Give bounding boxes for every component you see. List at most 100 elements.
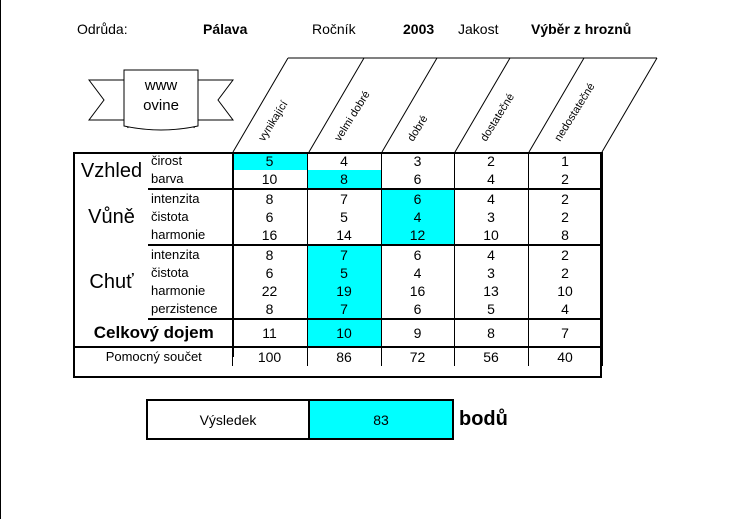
score-cell: 7 [527,319,603,348]
score-cell: 4 [380,264,455,282]
score-cell: 2 [527,170,603,190]
table-row: Vzhled čirost 5 4 3 2 1 [73,152,603,181]
score-cell: 14 [306,226,382,246]
helper-label: Pomocný součet [105,349,202,364]
score-cell: 6 [380,245,455,264]
row-label: intenzita [151,247,200,262]
year-value: 2003 [403,21,435,37]
logo-line1: www [144,77,178,94]
window-left-border [0,0,1,519]
score-cell: 9 [380,319,455,348]
helper-cell: 40 [527,347,603,366]
table-row: perzistence 8 7 6 5 4 [73,300,603,320]
score-cell: 19 [306,282,382,300]
score-cell: 3 [453,208,529,226]
score-cell: 22 [231,282,308,300]
score-cell: 4 [453,189,529,208]
table-row: čistota 6 5 4 3 2 [73,208,603,226]
score-cell: 8 [527,226,603,246]
logo-line2: ovine [143,97,179,114]
score-cell: 5 [231,152,308,170]
score-cell: 6 [380,170,455,190]
group-label: Vůně [88,206,135,228]
helper-cell: 86 [306,347,382,366]
table-row: Vůně intenzita 8 7 6 4 2 [73,189,603,227]
score-cell: 2 [527,189,603,208]
score-cell: 2 [527,245,603,264]
variety-value: Pálava [203,21,248,37]
helper-row: Pomocný součet 100 86 72 56 40 [73,347,603,366]
column-headers: vynikající velmi dobré dobré dostatečné … [232,57,658,152]
score-cell: 7 [306,245,382,264]
score-cell: 4 [453,170,529,190]
table-row: čistota 6 5 4 3 2 [73,264,603,282]
row-label: čistota [151,209,189,224]
overall-row: Celkový dojem 11 10 9 8 7 [73,319,603,348]
row-label: čirost [151,153,183,168]
helper-cell: 56 [453,347,529,366]
score-cell: 8 [453,319,529,348]
row-label: harmonie [151,283,206,298]
column-header-dobre: dobré [405,113,430,143]
score-cell: 4 [527,300,603,320]
score-cell: 10 [527,282,603,300]
result-box: Výsledek 83 [146,399,454,440]
score-cell: 5 [306,208,382,226]
column-header-nedostatecne: nedostatečné [552,81,597,143]
score-cell: 11 [231,319,308,348]
label-divider [232,152,234,357]
overall-label: Celkový dojem [73,319,232,348]
score-cell: 10 [306,319,382,348]
score-cell: 16 [231,226,308,246]
quality-label: Jakost [458,21,499,37]
score-cell: 8 [231,245,308,264]
score-cell: 6 [231,208,308,226]
row-label: perzistence [148,300,232,320]
score-cell: 16 [380,282,455,300]
column-header-dostatecne: dostatečné [478,92,517,144]
www-ovine-logo: www ovine [88,69,234,131]
table-row: harmonie 22 19 16 13 10 [73,282,603,300]
year-label: Ročník [312,21,356,37]
row-label: čistota [151,265,189,280]
score-cell: 2 [527,208,603,226]
score-cell: 8 [231,300,308,320]
score-table: Vzhled čirost 5 4 3 2 1 barva 10 8 6 4 2 Vůně intenzit… [73,152,603,366]
score-cell: 4 [306,152,382,170]
column-header-vynikajici: vynikající [256,99,290,144]
helper-cell: 72 [380,347,455,366]
score-cell: 13 [453,282,529,300]
column-header-velmi-dobre: velmi dobré [332,89,372,144]
table-row: barva 10 8 6 4 2 [73,170,603,190]
score-cell: 12 [380,226,455,246]
group-label: Chuť [89,271,134,293]
score-cell: 5 [306,264,382,282]
score-cell: 1 [527,152,603,170]
score-cell: 6 [380,189,455,208]
score-cell: 8 [231,189,308,208]
score-cell: 10 [231,170,308,190]
score-cell: 7 [306,300,382,320]
quality-value: Výběr z hroznů [531,21,632,37]
group-label: Vzhled [80,159,143,182]
score-cell: 2 [453,152,529,170]
table-row: Chuť intenzita 8 7 6 4 2 [73,245,603,292]
score-cell: 4 [380,208,455,226]
row-label: intenzita [151,191,200,206]
result-value: 83 [310,401,452,438]
score-cell: 3 [453,264,529,282]
result-units: bodů [459,408,508,430]
row-label: harmonie [148,226,232,246]
score-cell: 6 [231,264,308,282]
result-label: Výsledek [148,401,310,438]
table-row: harmonie 16 14 12 10 8 [73,226,603,246]
score-cell: 7 [306,189,382,208]
score-cell: 5 [453,300,529,320]
score-cell: 10 [453,226,529,246]
variety-label: Odrůda: [77,21,128,37]
score-cell: 3 [380,152,455,170]
score-cell: 6 [380,300,455,320]
helper-cell: 100 [231,347,308,366]
score-cell: 8 [306,170,382,190]
score-cell: 2 [527,264,603,282]
